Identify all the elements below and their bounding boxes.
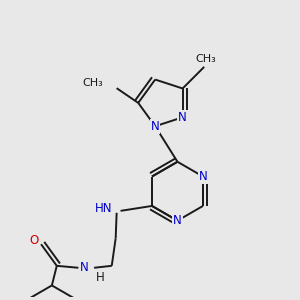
Text: HN: HN [95, 202, 113, 215]
Text: CH₃: CH₃ [82, 78, 103, 88]
Text: N: N [80, 261, 88, 274]
Text: N: N [173, 214, 182, 227]
Text: N: N [178, 111, 187, 124]
Text: CH₃: CH₃ [196, 54, 217, 64]
Text: H: H [96, 271, 105, 284]
Text: N: N [199, 170, 207, 183]
Text: N: N [151, 120, 160, 133]
Text: O: O [30, 234, 39, 247]
